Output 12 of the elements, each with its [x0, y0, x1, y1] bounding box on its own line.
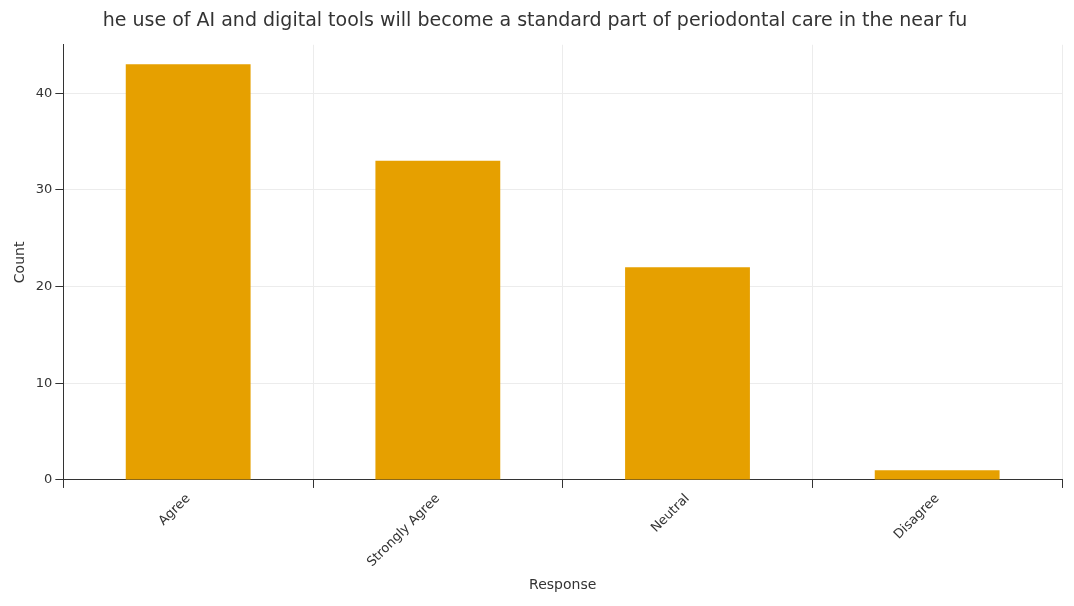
bar	[125, 64, 251, 480]
chart-title: he use of AI and digital tools will become a standard part of periodontal care in the near fu	[102, 8, 968, 31]
y-tick-label: 10	[35, 374, 53, 390]
bar	[375, 160, 501, 480]
x-axis-title: Response	[529, 576, 597, 593]
y-axis-title: Count	[11, 241, 28, 284]
bar	[874, 470, 1000, 480]
bar	[625, 267, 750, 480]
y-tick-label: 20	[35, 277, 53, 293]
y-tick-label: 40	[35, 84, 53, 100]
y-tick-label: 30	[35, 181, 53, 197]
y-tick-label: 0	[44, 471, 53, 487]
